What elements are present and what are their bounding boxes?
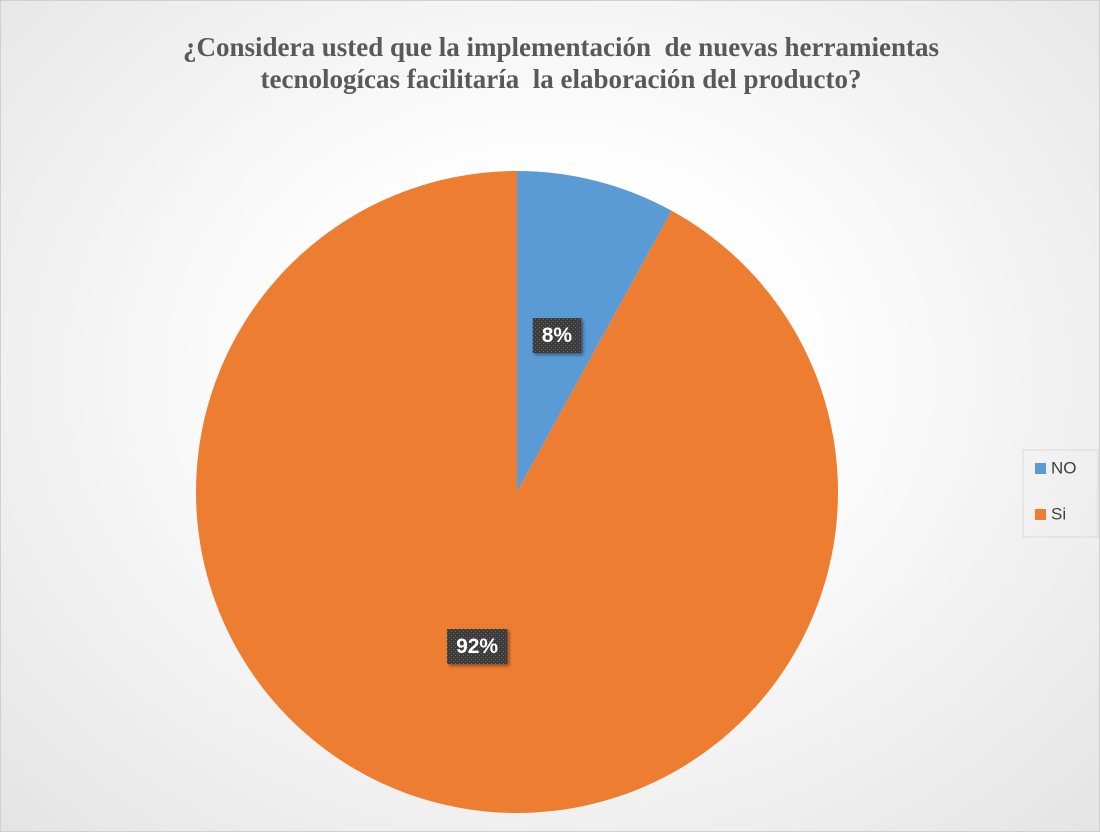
data-label: 8% [542,324,573,347]
data-label: 92% [456,635,498,658]
data-label-box [447,629,508,665]
data-label-box [532,318,582,354]
legend-swatch [1035,509,1046,520]
legend-label: Si [1051,504,1066,523]
legend-swatch [1035,463,1046,474]
chart-title: ¿Considera usted que la implementación d… [183,32,953,94]
pie-slice [517,171,672,492]
legend-label: NO [1051,458,1077,477]
pie-slice [195,170,838,813]
legend-box [1022,449,1099,538]
